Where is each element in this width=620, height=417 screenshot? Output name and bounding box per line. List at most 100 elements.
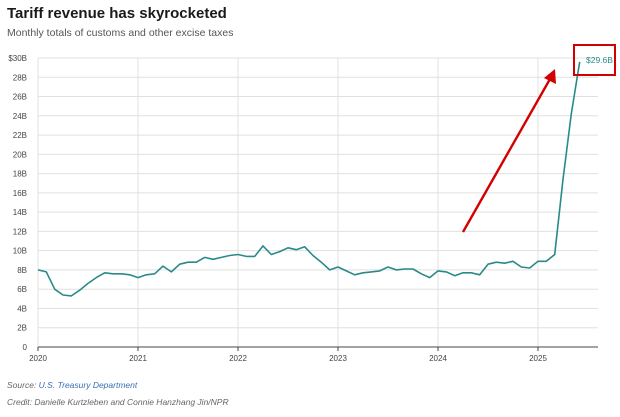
x-tick-label: 2022 xyxy=(229,354,247,363)
data-point xyxy=(511,260,515,264)
data-point xyxy=(336,265,340,269)
y-tick-label: 0 xyxy=(23,343,28,352)
data-point xyxy=(370,270,374,274)
data-point xyxy=(211,258,215,262)
data-point xyxy=(403,267,407,271)
data-point xyxy=(53,287,57,291)
data-point xyxy=(411,267,415,271)
data-point xyxy=(95,276,99,280)
data-point xyxy=(486,262,490,266)
y-tick-label: 6B xyxy=(17,285,27,294)
annotation-layer: $29.6B xyxy=(461,44,616,233)
data-point xyxy=(353,273,357,277)
data-point xyxy=(478,273,482,277)
data-point xyxy=(561,178,565,182)
data-point xyxy=(461,271,465,275)
data-point xyxy=(61,293,65,297)
data-point xyxy=(536,260,540,264)
data-point xyxy=(228,254,232,258)
data-point xyxy=(170,270,174,274)
data-point xyxy=(395,268,399,272)
y-tick-label: 2B xyxy=(17,324,27,333)
data-point xyxy=(470,271,474,275)
y-tick-label: 18B xyxy=(13,170,27,179)
data-point xyxy=(386,265,390,269)
data-point xyxy=(78,288,82,292)
data-point xyxy=(153,272,157,276)
data-point xyxy=(203,256,207,260)
y-tick-label: 22B xyxy=(13,131,27,140)
data-point xyxy=(136,276,140,280)
data-point xyxy=(495,260,499,264)
data-point xyxy=(145,273,149,277)
y-tick-label: 26B xyxy=(13,93,27,102)
data-point xyxy=(45,270,49,274)
data-point xyxy=(311,254,315,258)
series-layer xyxy=(36,60,582,298)
data-point xyxy=(528,266,532,270)
y-tick-label: 28B xyxy=(13,73,27,82)
data-point xyxy=(120,272,124,276)
data-point xyxy=(70,294,74,298)
y-tick-label: $30B xyxy=(8,54,27,63)
y-tick-label: 4B xyxy=(17,304,27,313)
x-axis: 2020 2021 2022 2023 2024 2025 xyxy=(29,346,598,363)
series-line xyxy=(37,61,581,297)
data-point xyxy=(545,260,549,264)
data-point xyxy=(161,264,165,268)
y-axis: 0 2B 4B 6B 8B 10B 12B 14B 16B 18B 20B 22B 24B 26B 28B $… xyxy=(8,54,27,352)
data-point xyxy=(445,270,449,274)
data-point xyxy=(236,253,240,257)
chart-title: Tariff revenue has skyrocketed xyxy=(7,5,227,22)
arrow-shaft xyxy=(461,78,552,233)
callout-box xyxy=(573,44,616,76)
data-point xyxy=(378,269,382,273)
data-point xyxy=(178,262,182,266)
data-point xyxy=(286,246,290,250)
arrow-head xyxy=(544,69,556,84)
data-point xyxy=(420,272,424,276)
data-point xyxy=(428,276,432,280)
data-point xyxy=(195,260,199,264)
data-point xyxy=(270,253,274,257)
x-tick-label: 2025 xyxy=(529,354,547,363)
x-tick-label: 2024 xyxy=(429,354,447,363)
grid-lines xyxy=(37,57,598,347)
data-point xyxy=(578,60,582,64)
y-tick-label: 24B xyxy=(13,112,27,121)
data-point xyxy=(345,269,349,273)
data-point xyxy=(361,271,365,275)
y-tick-label: 12B xyxy=(13,227,27,236)
x-tick-label: 2023 xyxy=(329,354,347,363)
y-tick-label: 10B xyxy=(13,247,27,256)
data-point xyxy=(436,269,440,273)
callout-label: $29.6B xyxy=(586,55,613,65)
x-tick-label: 2021 xyxy=(129,354,147,363)
data-point xyxy=(128,273,132,277)
y-tick-label: 14B xyxy=(13,208,27,217)
source-note: Source: U.S. Treasury Department xyxy=(7,380,137,390)
data-point xyxy=(303,245,307,249)
y-tick-label: 20B xyxy=(13,150,27,159)
data-point xyxy=(503,261,507,265)
credit-note: Credit: Danielle Kurtzleben and Connie H… xyxy=(7,397,229,407)
data-point xyxy=(320,260,324,264)
y-tick-label: 8B xyxy=(17,266,27,275)
chart-subtitle: Monthly totals of customs and other exci… xyxy=(7,27,234,39)
data-point xyxy=(111,272,115,276)
data-point xyxy=(278,250,282,254)
source-prefix: Source: xyxy=(7,380,39,390)
data-point xyxy=(520,265,524,269)
data-point xyxy=(261,244,265,248)
x-tick-label: 2020 xyxy=(29,354,47,363)
data-point xyxy=(253,255,257,259)
data-point xyxy=(86,282,90,286)
data-point xyxy=(570,112,574,116)
source-link[interactable]: U.S. Treasury Department xyxy=(38,380,138,390)
data-point xyxy=(295,248,299,252)
data-point xyxy=(220,256,224,260)
data-point xyxy=(186,260,190,264)
data-point xyxy=(103,271,107,275)
data-point xyxy=(36,268,40,272)
